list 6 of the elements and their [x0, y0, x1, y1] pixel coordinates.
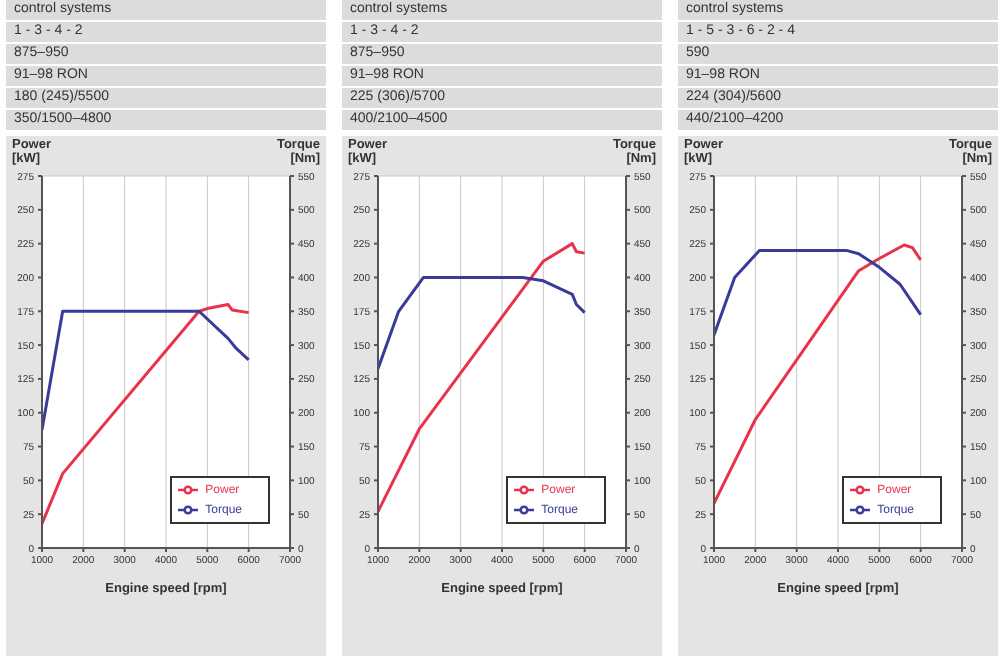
- line-series: [714, 248, 923, 337]
- line-series: [378, 275, 587, 371]
- line-series: [378, 242, 587, 513]
- line-series: [714, 243, 923, 505]
- line-series: [42, 309, 251, 432]
- line-series: [42, 303, 251, 526]
